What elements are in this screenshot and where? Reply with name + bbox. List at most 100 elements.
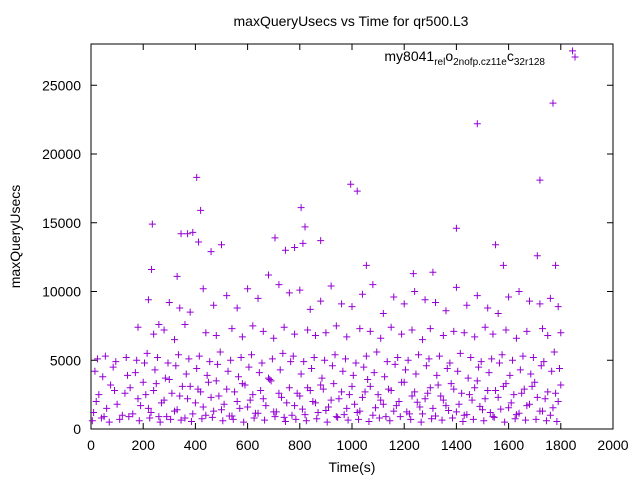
data-point: [163, 413, 171, 421]
data-point: [173, 406, 181, 414]
data-point: [309, 398, 317, 405]
data-point: [403, 408, 411, 416]
data-point: [271, 413, 279, 421]
legend-label-part: rel: [434, 57, 445, 68]
data-point: [291, 402, 299, 410]
data-point: [494, 393, 502, 401]
x-tick-label: 1800: [545, 437, 576, 453]
data-point: [488, 355, 496, 363]
data-point: [409, 270, 417, 278]
data-point: [296, 286, 304, 294]
data-point: [155, 321, 163, 328]
data-point: [552, 261, 560, 269]
data-point: [91, 367, 99, 375]
data-point: [172, 362, 180, 370]
data-point: [317, 381, 325, 389]
data-point: [238, 333, 246, 341]
data-point: [184, 230, 192, 238]
legend-label-part: 2nofp.cz11e: [453, 57, 507, 68]
data-point: [90, 409, 98, 416]
data-point: [137, 402, 145, 410]
data-point: [325, 403, 333, 411]
data-point: [391, 360, 399, 368]
data-point: [523, 327, 531, 335]
data-point: [555, 365, 563, 372]
data-point: [264, 271, 272, 279]
data-point: [433, 371, 441, 379]
data-point: [400, 300, 408, 308]
data-point: [416, 403, 424, 411]
x-tick-label: 800: [288, 437, 312, 453]
data-point: [426, 325, 434, 333]
x-tick-label: 1400: [441, 437, 472, 453]
data-point: [134, 323, 142, 331]
data-point: [348, 303, 356, 311]
data-point: [340, 411, 348, 419]
data-point: [109, 363, 117, 371]
data-point: [511, 415, 519, 423]
data-point: [216, 348, 224, 356]
data-point: [255, 369, 263, 377]
data-point: [152, 380, 160, 388]
data-point: [494, 310, 502, 317]
data-point: [148, 266, 156, 273]
data-point: [95, 391, 103, 399]
data-point: [176, 392, 184, 400]
data-point: [464, 374, 472, 382]
data-point: [395, 398, 403, 405]
data-point: [165, 376, 173, 383]
data-point: [246, 396, 254, 404]
data-point: [554, 303, 562, 311]
x-tick-label: 1600: [493, 437, 524, 453]
data-point: [366, 327, 374, 335]
data-point: [383, 358, 391, 366]
data-point: [452, 408, 460, 416]
data-point: [506, 371, 514, 379]
data-point: [390, 407, 398, 415]
data-point: [501, 418, 509, 426]
data-point: [266, 376, 274, 383]
data-point: [178, 382, 186, 390]
data-point: [112, 358, 120, 366]
data-point: [450, 385, 458, 393]
data-point: [554, 398, 562, 405]
data-point: [187, 417, 195, 425]
data-point: [168, 389, 176, 397]
data-point: [160, 326, 168, 334]
data-point: [473, 377, 481, 385]
data-point: [167, 415, 175, 423]
data-point: [228, 325, 236, 333]
data-point: [390, 293, 398, 301]
data-point: [278, 393, 286, 401]
data-point: [463, 301, 471, 309]
data-point: [411, 388, 419, 396]
data-point: [281, 417, 289, 425]
data-point: [533, 393, 541, 401]
data-point: [358, 290, 366, 298]
data-point: [297, 370, 305, 378]
data-point: [408, 392, 416, 400]
data-point: [471, 384, 479, 392]
data-point: [139, 378, 147, 386]
data-point: [361, 388, 369, 396]
data-point: [344, 416, 352, 424]
data-point: [473, 292, 481, 300]
data-point: [518, 389, 526, 397]
data-point: [421, 296, 429, 304]
data-point: [210, 301, 218, 309]
data-point: [540, 358, 548, 366]
data-point: [364, 376, 372, 383]
data-point: [422, 362, 430, 370]
data-point: [459, 417, 467, 425]
data-point: [334, 413, 342, 421]
data-point: [198, 415, 206, 423]
legend-label: my8041relo2nofp.cz11ec32r128: [384, 48, 545, 68]
data-point: [522, 416, 530, 424]
data-point: [377, 334, 385, 342]
data-point: [481, 323, 489, 331]
data-point: [147, 409, 155, 416]
data-point: [505, 293, 513, 301]
data-point: [435, 352, 443, 360]
data-point: [539, 325, 547, 333]
data-point: [233, 304, 241, 312]
